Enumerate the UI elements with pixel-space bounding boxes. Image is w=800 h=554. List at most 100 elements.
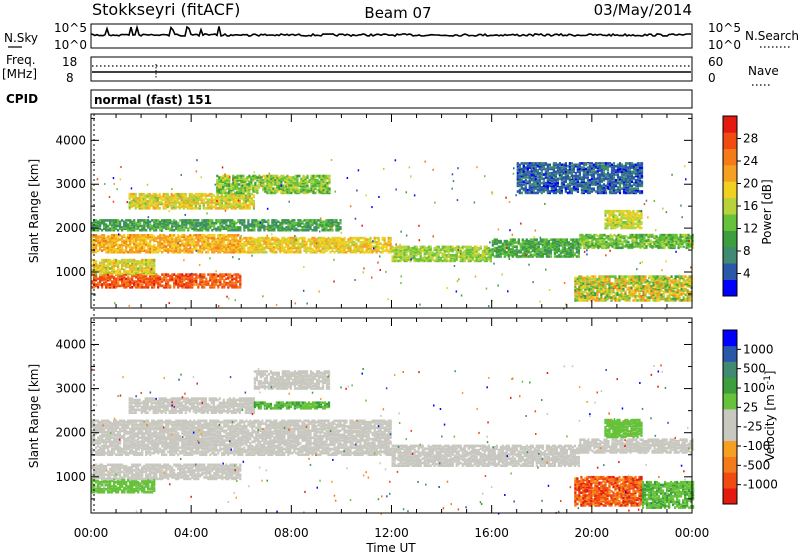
freq-panel: Freq. [MHz] 18 8 60 0 Nave — [2, 53, 779, 86]
velocity-ytick-label: 4000 — [55, 337, 86, 351]
time-tick-label: 08:00 — [274, 526, 309, 540]
nsearch-tick-top: 10^5 — [708, 21, 741, 35]
colorbar-tick-label: 500 — [743, 362, 766, 376]
time-axis: 00:00 04:00 08:00 12:00 16:00 20:00 00:00 — [74, 114, 710, 540]
power-colorbar: 28 24 20 16 12 8 4 — [722, 115, 758, 297]
nsky-tick-top: 10^5 — [54, 21, 87, 35]
cpid-label: CPID — [6, 92, 38, 106]
nave-tick-top: 60 — [708, 55, 723, 69]
velocity-band-5 — [128, 397, 255, 414]
colorbar-tick-label: -100 — [743, 439, 770, 453]
nsky-tick-bottom: 10^0 — [54, 38, 87, 52]
colorbar-swatch — [723, 197, 737, 215]
nave-label: Nave — [748, 64, 779, 78]
colorbar-tick-label: -1000 — [743, 478, 778, 492]
nsky-panel: N.Sky 10^5 10^0 10^5 10^0 N.Search — [4, 21, 799, 52]
colorbar-tick-label: 4 — [743, 267, 751, 281]
freq-unit: [MHz] — [2, 67, 37, 81]
velocity-band-8 — [574, 475, 643, 507]
colorbar-tick-label: 8 — [743, 244, 751, 258]
colorbar-tick-label: -25 — [743, 420, 763, 434]
nsearch-tick-bottom: 10^0 — [708, 38, 741, 52]
power-band-8 — [128, 192, 255, 210]
colorbar-swatch — [723, 472, 737, 489]
power-band-1 — [91, 258, 156, 276]
date-title: 03/May/2014 — [594, 1, 692, 19]
velocity-colorbar: 1000 500 100 25 -25 -100 -500 -1000 — [722, 329, 778, 505]
power-band-11 — [516, 162, 644, 195]
time-tick-label: 16:00 — [474, 526, 509, 540]
velocity-band-9 — [641, 480, 695, 509]
power-band-0 — [91, 273, 242, 289]
colorbar-swatch — [723, 330, 737, 347]
beam-title: Beam 07 — [364, 4, 431, 22]
nave-tick-bottom: 0 — [708, 71, 716, 85]
colorbar-swatch — [723, 361, 737, 378]
colorbar-swatch — [723, 393, 737, 410]
velocity-panel: 4000 3000 2000 1000 Slant Range [km] 1000 50… — [27, 317, 778, 515]
power-heatmap — [91, 159, 694, 310]
colorbar-tick-label: 100 — [743, 381, 766, 395]
velocity-band-2 — [91, 419, 392, 456]
colorbar-swatch — [723, 214, 737, 231]
power-colorbar-label: Power [dB] — [760, 179, 774, 244]
colorbar-swatch — [723, 116, 737, 133]
power-band-6 — [579, 233, 694, 250]
power-band-7 — [91, 219, 342, 232]
freq-label: Freq. — [6, 53, 36, 67]
velocity-colorbar-label: Velocity [m s-1] — [763, 371, 777, 462]
velocity-scatter — [91, 364, 690, 515]
power-ytick-label: 2000 — [55, 221, 86, 235]
colorbar-swatch — [723, 377, 737, 394]
colorbar-swatch — [723, 440, 737, 457]
colorbar-tick-label: -500 — [743, 458, 770, 472]
station-title: Stokkseyri (fitACF) — [92, 0, 240, 19]
power-ytick-label: 1000 — [55, 265, 86, 279]
power-band-4 — [391, 245, 492, 263]
time-tick-label: 04:00 — [174, 526, 209, 540]
colorbar-tick-label: 20 — [743, 177, 758, 191]
colorbar-swatch — [723, 345, 737, 362]
colorbar-swatch — [723, 456, 737, 473]
colorbar-swatch — [723, 424, 737, 442]
colorbar-swatch — [723, 230, 737, 248]
colorbar-swatch — [723, 488, 737, 505]
power-scatter — [91, 159, 692, 310]
time-axis-label: Time UT — [365, 541, 416, 554]
colorbar-tick-label: 1000 — [743, 342, 774, 356]
colorbar-swatch — [723, 148, 737, 166]
colorbar-swatch — [723, 181, 737, 199]
nsky-trace — [90, 24, 692, 38]
velocity-ytick-label: 2000 — [55, 426, 86, 440]
velocity-heatmap — [91, 364, 695, 515]
colorbar-tick-label: 28 — [743, 132, 758, 146]
freq-tick-top: 18 — [62, 55, 77, 69]
colorbar-tick-label: 24 — [743, 154, 758, 168]
power-band-3 — [241, 236, 392, 254]
power-band-5 — [491, 238, 580, 258]
power-band-10 — [574, 275, 693, 302]
velocity-band-10 — [604, 418, 643, 439]
time-tick-label: 00:00 — [675, 526, 710, 540]
velocity-band-0 — [91, 478, 156, 494]
colorbar-tick-label: 25 — [743, 400, 758, 414]
velocity-ylabel: Slant Range [km] — [27, 364, 41, 468]
colorbar-swatch — [723, 263, 737, 280]
colorbar-swatch — [723, 132, 737, 150]
velocity-band-4 — [579, 438, 694, 454]
velocity-band-1 — [91, 463, 242, 481]
cpid-value: normal (fast) 151 — [94, 93, 212, 107]
velocity-ytick-label: 1000 — [55, 470, 86, 484]
power-band-12 — [604, 209, 643, 230]
nsky-label: N.Sky — [4, 31, 38, 45]
colorbar-swatch — [723, 409, 737, 426]
colorbar-swatch — [723, 165, 737, 182]
power-panel: 4000 3000 2000 1000 Slant Range [km] 28 24 20… — [27, 113, 774, 310]
power-ytick-label: 3000 — [55, 177, 86, 191]
velocity-band-7 — [253, 370, 331, 390]
freq-tick-bottom: 8 — [66, 71, 74, 85]
velocity-band-3 — [391, 444, 580, 467]
time-tick-label: 12:00 — [374, 526, 409, 540]
time-tick-label: 00:00 — [74, 526, 109, 540]
power-band-2 — [91, 234, 242, 254]
